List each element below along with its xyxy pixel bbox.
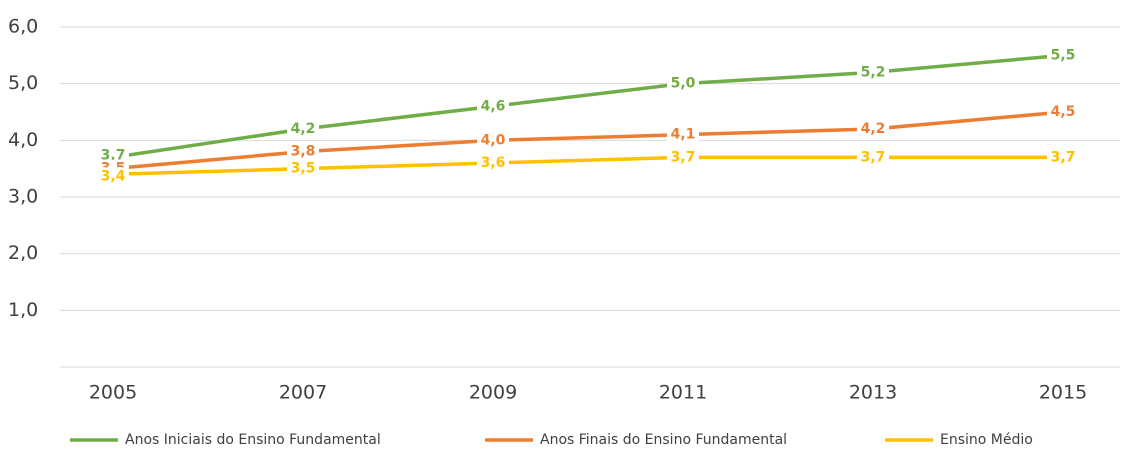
y-tick-label: 5,0 — [8, 72, 38, 94]
data-label: 3,8 — [291, 144, 316, 160]
label-bg — [287, 142, 319, 161]
y-tick-label: 1,0 — [8, 299, 38, 321]
label-bg — [1047, 46, 1079, 65]
x-tick-label: 2009 — [469, 382, 517, 404]
label-bg — [477, 97, 509, 116]
label-bg — [667, 74, 699, 93]
label-bg — [857, 63, 889, 82]
data-label: 5,5 — [1051, 47, 1076, 63]
data-label: 4,6 — [481, 98, 506, 114]
data-label: 3,6 — [481, 155, 506, 171]
data-label: 3,7 — [671, 149, 696, 165]
data-label: 5,2 — [861, 64, 886, 80]
series-line — [112, 110, 1064, 171]
data-label: 4,1 — [671, 127, 696, 143]
y-tick-label: 4,0 — [8, 129, 38, 151]
label-bg — [667, 125, 699, 144]
series-line — [112, 53, 1064, 160]
data-label: 4,5 — [1051, 104, 1076, 120]
label-bg — [857, 148, 889, 167]
x-tick-label: 2011 — [659, 382, 707, 404]
label-bg — [287, 159, 319, 178]
data-label: 3,7 — [1051, 149, 1076, 165]
label-bg — [1047, 148, 1079, 167]
data-label: 5,0 — [671, 76, 696, 92]
label-bg — [477, 131, 509, 150]
data-label: 3,5 — [291, 161, 316, 177]
label-bg — [1047, 103, 1079, 121]
label-bg — [287, 120, 319, 138]
data-label: 3,4 — [101, 168, 126, 184]
label-bg — [477, 154, 509, 172]
data-label: 4,2 — [861, 121, 886, 137]
x-tick-label: 2015 — [1039, 382, 1087, 404]
data-label: 3,7 — [861, 149, 886, 165]
label-bg — [857, 120, 889, 138]
legend-label: Ensino Médio — [940, 432, 1033, 448]
data-label: 3,7 — [101, 147, 126, 163]
y-tick-label: 3,0 — [8, 186, 38, 208]
legend-label: Anos Iniciais do Ensino Fundamental — [125, 432, 381, 448]
x-tick-label: 2013 — [849, 382, 897, 404]
y-tick-label: 2,0 — [8, 242, 38, 264]
label-bg — [667, 148, 699, 167]
data-label: 4,0 — [481, 132, 506, 148]
legend-label: Anos Finais do Ensino Fundamental — [540, 432, 787, 448]
label-bg — [97, 167, 129, 186]
data-label: 4,2 — [291, 121, 316, 137]
y-tick-label: 6,0 — [8, 16, 38, 38]
x-tick-label: 2007 — [279, 382, 327, 404]
x-tick-label: 2005 — [89, 382, 137, 404]
series-line — [112, 155, 1063, 177]
